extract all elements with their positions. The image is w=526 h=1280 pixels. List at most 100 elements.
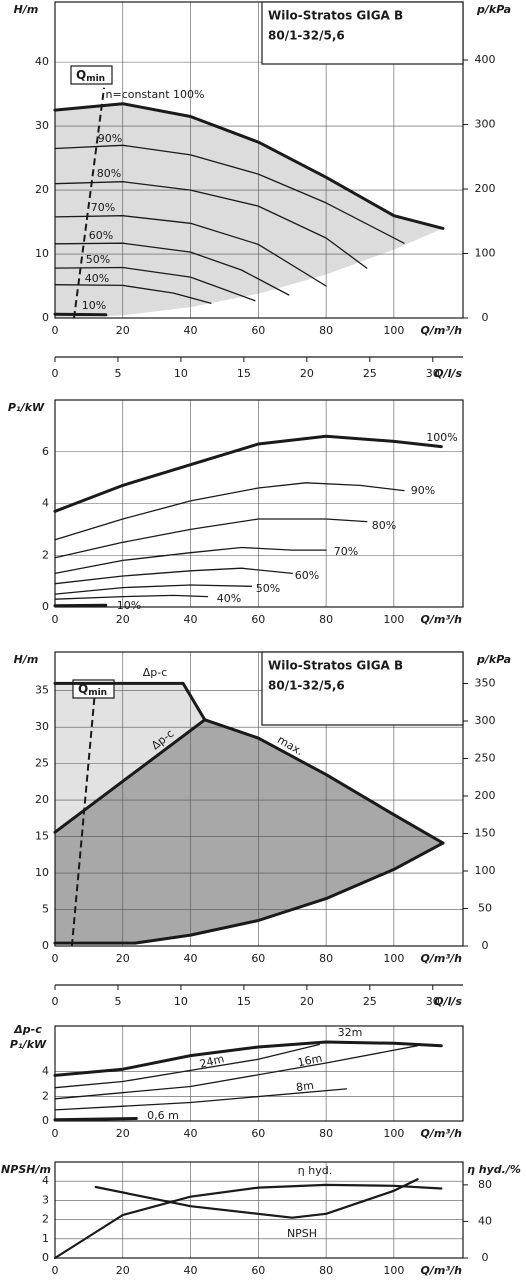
curve: [54, 1088, 348, 1111]
curve-label: 24m: [198, 1052, 225, 1071]
y-axis-label: NPSH/m: [1, 1163, 51, 1176]
x2-tick-label: 10: [174, 995, 188, 1008]
y2-tick-label: 50: [478, 902, 492, 915]
y-tick-label: 4: [42, 497, 49, 510]
curve-label: η hyd.: [298, 1164, 332, 1177]
curve: [53, 718, 207, 834]
curve-label: 60%: [295, 569, 319, 582]
curve: [54, 266, 256, 302]
plot-frame: [54, 1, 464, 319]
curve-label: 70%: [91, 201, 115, 214]
curve-label: 50%: [256, 582, 280, 595]
qmin-line: [73, 87, 106, 319]
curve-label: 10%: [117, 599, 141, 612]
qmin-q: Q: [76, 68, 86, 82]
y2-tick-label: 40: [478, 1214, 492, 1227]
y2-tick-label: 0: [482, 939, 489, 952]
y-tick-label: 40: [35, 55, 49, 68]
y-axis-label: H/m: [14, 3, 39, 16]
curve: [54, 567, 293, 585]
qmin-box: [70, 65, 113, 85]
y2-tick-label: 200: [475, 789, 496, 802]
qmin-label: Qmin: [78, 682, 107, 698]
x2-tick-label: 5: [114, 367, 121, 380]
x-tick-label: 60: [251, 324, 265, 337]
curve-label: 16m: [296, 1052, 323, 1070]
x2-tick-label: 20: [300, 367, 314, 380]
curve: [53, 1040, 443, 1077]
curve-label: n=constant 100%: [106, 88, 205, 101]
subtitle: 80/1-32/5,6: [268, 29, 345, 43]
qmin-sub: min: [86, 74, 105, 84]
curve-label: 90%: [411, 484, 435, 497]
curve: [54, 594, 209, 600]
curve-label: 0,6 m: [147, 1109, 179, 1122]
curve: [53, 603, 108, 608]
plot-frame: [54, 1025, 464, 1122]
x2-tick-label: 10: [174, 367, 188, 380]
x-tick-label: 20: [116, 1264, 130, 1277]
y-tick-label: 4: [42, 1065, 49, 1078]
curve-label: 70%: [334, 545, 358, 558]
curve-label: Δp-c: [143, 666, 168, 679]
x-axis-label: Q/m³/h: [421, 613, 463, 626]
curve: [94, 1178, 419, 1219]
x-tick-label: 100: [383, 952, 404, 965]
x2-axis-label: Q/l/s: [434, 995, 462, 1008]
y2-tick-label: 300: [475, 714, 496, 727]
x-tick-label: 100: [383, 613, 404, 626]
x-tick-label: 40: [184, 324, 198, 337]
x-tick-label: 60: [251, 613, 265, 626]
y-axis-label: H/m: [14, 653, 39, 666]
curve-label: 40%: [217, 592, 241, 605]
x-tick-label: 80: [319, 1127, 333, 1140]
y-tick-label: 6: [42, 445, 49, 458]
x-tick-label: 80: [319, 613, 333, 626]
x-tick-label: 20: [116, 613, 130, 626]
curve-label: 40%: [85, 272, 109, 285]
title: Wilo-Stratos GIGA B: [268, 9, 403, 23]
y-tick-label: 2: [42, 548, 49, 561]
x2-tick-label: 25: [363, 367, 377, 380]
x-tick-label: 60: [251, 1127, 265, 1140]
x2-tick-label: 30: [426, 995, 440, 1008]
x-tick-label: 40: [184, 952, 198, 965]
curve: [54, 284, 212, 304]
x-tick-label: 0: [52, 1264, 59, 1277]
curve: [54, 584, 253, 595]
y-tick-label: 0: [42, 939, 49, 952]
y-tick-label: 15: [35, 830, 49, 843]
curve-label: 90%: [98, 132, 122, 145]
y-tick-label: 35: [35, 684, 49, 697]
curve-label: 100%: [426, 431, 457, 444]
curve-label: 8m: [295, 1079, 314, 1094]
y-tick-label: 30: [35, 720, 49, 733]
curve: [54, 181, 368, 269]
x-axis-label: Q/m³/h: [421, 324, 463, 337]
curve: [53, 841, 445, 945]
y2-tick-label: 100: [475, 864, 496, 877]
curve: [54, 1045, 419, 1100]
curve: [54, 242, 290, 296]
x-tick-label: 0: [52, 613, 59, 626]
x-tick-label: 80: [319, 952, 333, 965]
y2-tick-label: 150: [475, 827, 496, 840]
y-axis-label: Δp-c: [13, 1023, 42, 1036]
y-tick-label: 20: [35, 183, 49, 196]
title-box: [261, 651, 464, 726]
curve: [53, 102, 445, 230]
x-tick-label: 0: [52, 1127, 59, 1140]
curve-label: 60%: [89, 229, 113, 242]
y-tick-label: 10: [35, 247, 49, 260]
x2-axis-label: Q/l/s: [434, 367, 462, 380]
x-tick-label: 80: [319, 1264, 333, 1277]
y2-tick-label: 100: [475, 247, 496, 260]
y-tick-label: 20: [35, 793, 49, 806]
y2-tick-label: 0: [482, 1251, 489, 1264]
y2-axis-label: p/kPa: [476, 653, 511, 666]
title: Wilo-Stratos GIGA B: [268, 659, 403, 673]
curve: [53, 1117, 138, 1122]
y-tick-label: 10: [35, 866, 49, 879]
x-tick-label: 100: [383, 1264, 404, 1277]
curve: [53, 681, 207, 722]
